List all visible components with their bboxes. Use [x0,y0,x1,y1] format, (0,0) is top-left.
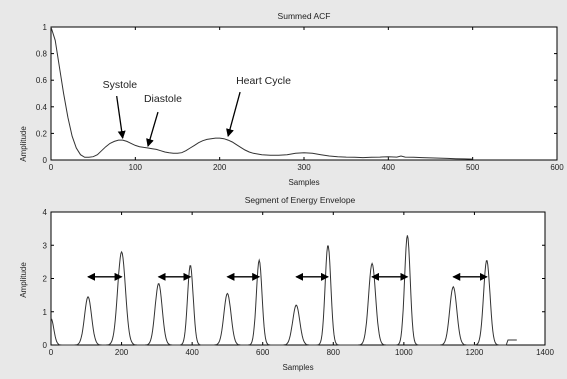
y-tick-label: 0.4 [36,103,48,112]
annotation-label: Systole [103,79,138,91]
envelope-line [50,235,517,346]
envelope-y-label: Amplitude [19,262,28,298]
acf-y-label: Amplitude [19,126,28,162]
x-tick-label: 200 [213,163,227,172]
x-tick-label: 600 [550,163,564,172]
envelope-x-label: Samples [282,363,313,372]
acf-x-ticks: 0 100 200 300 400 500 600 [49,27,564,172]
acf-line [50,26,473,160]
annotation-label: Diastole [144,93,182,105]
x-tick-label: 1200 [466,348,484,357]
y-tick-label: 2 [43,275,48,284]
envelope-title: Segment of Energy Envelope [245,195,356,205]
annotation-label: Heart Cycle [236,75,291,87]
y-tick-label: 0.2 [36,129,48,138]
x-tick-label: 0 [49,348,54,357]
annotation-arrow [116,95,126,140]
acf-annotations: Systole Diastole Heart Cycle [103,75,291,147]
acf-chart: Summed ACF 0 100 200 300 400 500 600 0 0.2 0.4 0.… [19,11,564,187]
annotation-arrow [146,111,159,147]
annotation-arrow [226,91,241,138]
x-tick-label: 400 [185,348,199,357]
x-tick-label: 1400 [536,348,554,357]
y-tick-label: 0.8 [36,50,48,59]
x-tick-label: 300 [297,163,311,172]
x-tick-label: 600 [256,348,270,357]
y-tick-label: 0 [43,341,48,350]
acf-title: Summed ACF [278,11,331,21]
y-tick-label: 3 [43,241,48,250]
y-tick-label: 1 [43,23,48,32]
acf-x-label: Samples [288,178,319,187]
envelope-y-ticks: 0 1 2 3 4 [43,208,545,350]
acf-plot-area [50,26,558,161]
y-tick-label: 1 [43,308,48,317]
x-tick-label: 800 [327,348,341,357]
x-tick-label: 100 [129,163,143,172]
x-tick-label: 200 [115,348,129,357]
y-tick-label: 0 [43,156,48,165]
x-tick-label: 1000 [395,348,413,357]
y-tick-label: 0.6 [36,76,48,85]
x-tick-label: 500 [466,163,480,172]
y-tick-label: 4 [43,208,48,217]
x-tick-label: 400 [382,163,396,172]
x-tick-label: 0 [49,163,54,172]
acf-y-ticks: 0 0.2 0.4 0.6 0.8 1 [36,23,557,165]
envelope-chart: Segment of Energy Envelope 0 200 400 600 800… [19,195,554,372]
